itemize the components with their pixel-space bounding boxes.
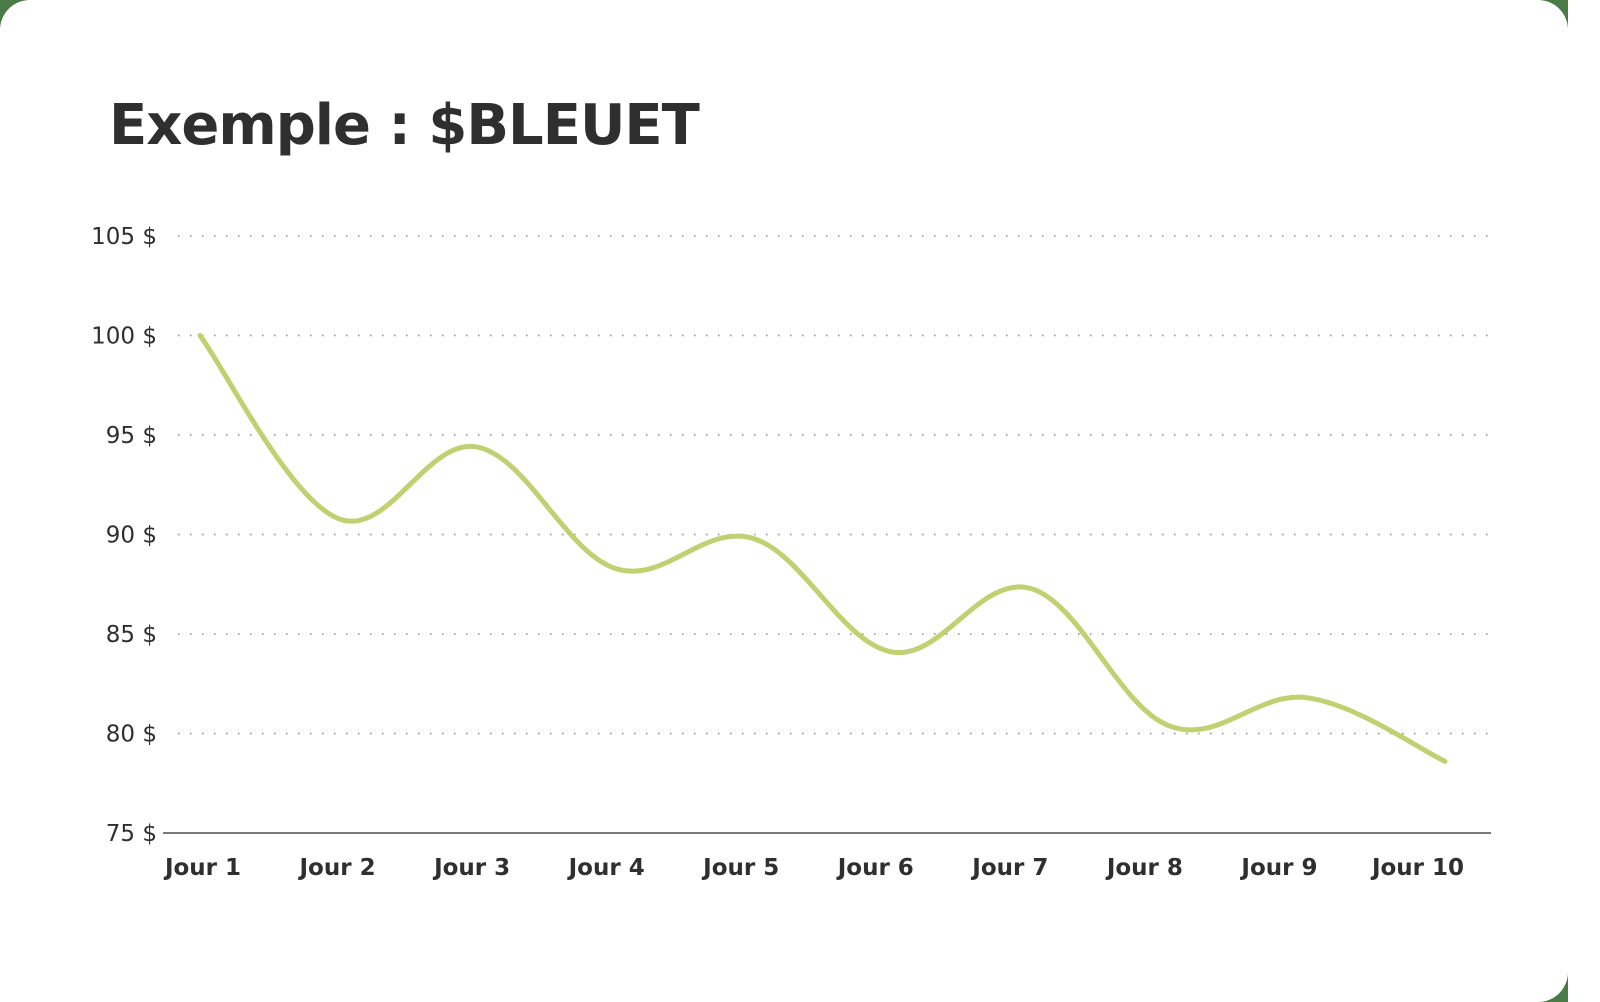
gridlines <box>178 235 1491 735</box>
x-tick-label: Jour 10 <box>1370 855 1464 881</box>
series-line-bleuet <box>197 333 1448 764</box>
x-tick-label: Jour 8 <box>1105 855 1183 881</box>
chart-title: Exemple : $BLEUET <box>109 93 700 158</box>
y-tick-label: 85 $ <box>106 622 157 648</box>
y-tick-label: 95 $ <box>106 423 157 449</box>
x-tick-label: Jour 5 <box>701 855 779 881</box>
x-tick-label: Jour 2 <box>298 855 376 881</box>
y-tick-label: 90 $ <box>106 523 157 549</box>
y-axis-ticks: 75 $ 80 $ 85 $ 90 $ 95 $ 100 $ 105 $ <box>91 224 157 847</box>
x-tick-label: Jour 3 <box>432 855 510 881</box>
y-tick-label: 75 $ <box>106 821 157 847</box>
y-tick-label: 100 $ <box>91 324 157 350</box>
x-axis-ticks: Jour 1 Jour 2 Jour 3 Jour 4 Jour 5 Jour 6 Jour… <box>163 855 1464 881</box>
x-tick-label: Jour 6 <box>836 855 914 881</box>
x-tick-label: Jour 7 <box>970 855 1048 881</box>
y-tick-label: 80 $ <box>106 722 157 748</box>
x-tick-label: Jour 9 <box>1239 855 1317 881</box>
x-tick-label: Jour 1 <box>163 855 241 881</box>
y-tick-label: 105 $ <box>91 224 157 250</box>
x-tick-label: Jour 4 <box>567 855 645 881</box>
